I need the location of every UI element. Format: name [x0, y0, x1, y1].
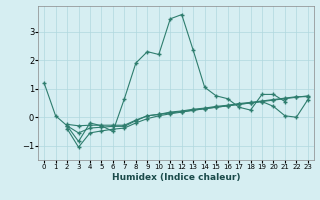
X-axis label: Humidex (Indice chaleur): Humidex (Indice chaleur) [112, 173, 240, 182]
